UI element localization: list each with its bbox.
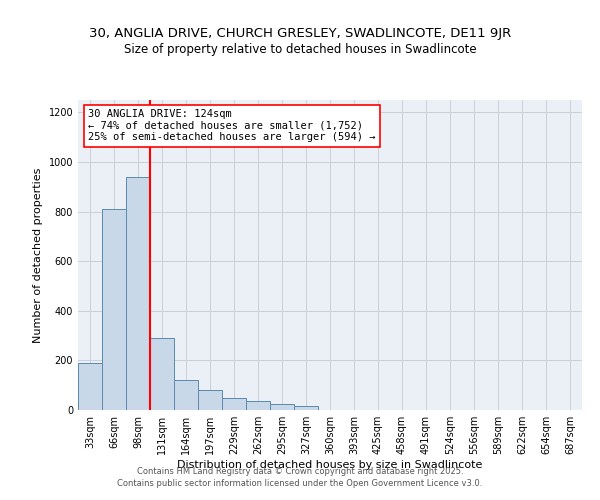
Bar [246,402,270,410]
Text: Contains public sector information licensed under the Open Government Licence v3: Contains public sector information licen… [118,478,482,488]
Bar [78,363,102,410]
Bar [294,406,318,410]
Text: 30 ANGLIA DRIVE: 124sqm
← 74% of detached houses are smaller (1,752)
25% of semi: 30 ANGLIA DRIVE: 124sqm ← 74% of detache… [88,110,376,142]
Bar [198,390,222,410]
Bar [102,209,126,410]
Bar [174,380,198,410]
X-axis label: Distribution of detached houses by size in Swadlincote: Distribution of detached houses by size … [178,460,482,470]
Text: 30, ANGLIA DRIVE, CHURCH GRESLEY, SWADLINCOTE, DE11 9JR: 30, ANGLIA DRIVE, CHURCH GRESLEY, SWADLI… [89,28,511,40]
Text: Contains HM Land Registry data © Crown copyright and database right 2025.: Contains HM Land Registry data © Crown c… [137,467,463,476]
Bar [270,404,294,410]
Text: Size of property relative to detached houses in Swadlincote: Size of property relative to detached ho… [124,42,476,56]
Bar [222,398,246,410]
Bar [126,177,150,410]
Y-axis label: Number of detached properties: Number of detached properties [33,168,43,342]
Bar [150,338,174,410]
